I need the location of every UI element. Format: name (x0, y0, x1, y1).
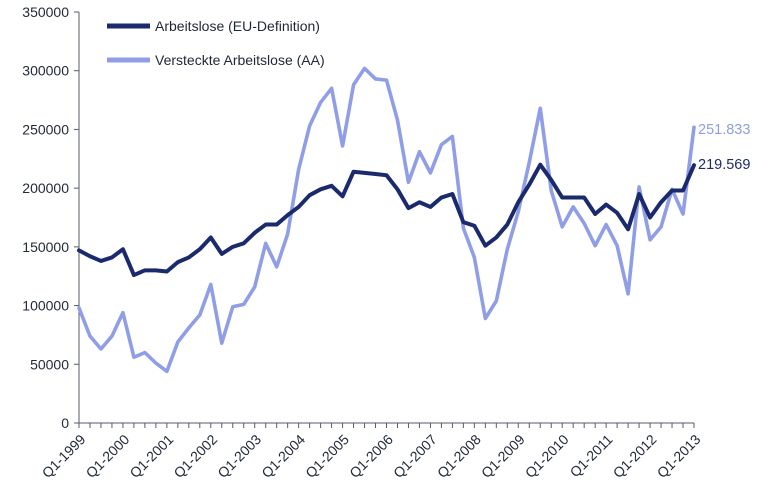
y-axis-ticks: 0 50000 100000 150000 200000 250000 300000 3500… (22, 4, 79, 431)
x-tick-label: Q1-2011 (567, 431, 616, 480)
x-tick-label: Q1-2010 (522, 431, 572, 481)
x-tick-label: Q1-2009 (478, 431, 528, 481)
end-labels: 251.833 219.569 (698, 122, 750, 173)
x-tick-label: Q1-2007 (390, 431, 440, 481)
x-tick-label: Q1-2002 (170, 431, 220, 481)
x-tick-label: Q1-2000 (83, 431, 133, 481)
legend-label-versteckte: Versteckte Arbeitslose (AA) (155, 52, 325, 68)
y-tick-label: 150000 (22, 239, 69, 255)
y-tick-label: 200000 (22, 180, 69, 196)
x-tick-label: Q1-1999 (39, 431, 89, 481)
x-tick-label: Q1-2012 (610, 431, 660, 481)
x-tick-label: Q1-2003 (214, 431, 264, 481)
x-tick-label: Q1-2013 (654, 431, 704, 481)
y-tick-label: 100000 (22, 298, 69, 314)
x-tick-label: Q1-2006 (346, 431, 396, 481)
x-tick-label: Q1-2004 (258, 431, 308, 481)
y-tick-label: 350000 (22, 4, 69, 20)
series-line-eu-definition (77, 162, 696, 278)
legend: Arbeitslose (EU-Definition) Versteckte A… (107, 18, 325, 68)
end-label-eu-definition: 219.569 (698, 157, 750, 173)
x-tick-label: Q1-2005 (302, 431, 352, 481)
end-label-versteckte: 251.833 (698, 122, 750, 138)
y-tick-label: 250000 (22, 121, 69, 137)
x-axis-ticks: Q1-1999Q1-2000Q1-2001Q1-2002Q1-2003Q1-20… (39, 423, 704, 481)
series-line-versteckte (77, 66, 696, 374)
series-lines (77, 66, 696, 374)
y-tick-label: 50000 (30, 356, 69, 372)
y-tick-label: 0 (61, 415, 69, 431)
y-tick-label: 300000 (22, 63, 69, 79)
x-tick-label: Q1-2001 (126, 431, 176, 481)
x-tick-label: Q1-2008 (434, 431, 484, 481)
legend-label-eu-definition: Arbeitslose (EU-Definition) (155, 18, 320, 34)
